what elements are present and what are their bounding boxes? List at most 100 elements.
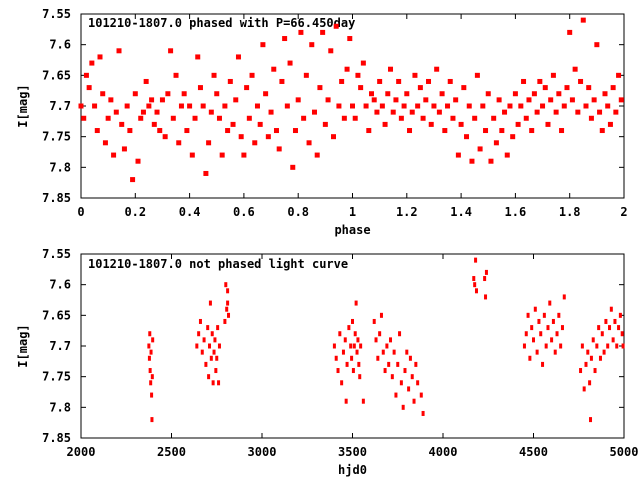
data-point (159, 97, 165, 103)
data-point (340, 380, 344, 386)
data-point (271, 66, 277, 72)
data-point (371, 97, 377, 103)
data-point (388, 66, 394, 72)
data-point (521, 78, 527, 84)
data-point (157, 128, 163, 134)
data-point (197, 85, 203, 91)
data-point (474, 72, 480, 78)
data-point (539, 331, 543, 337)
data-point (124, 103, 130, 109)
data-point (130, 177, 136, 183)
data-point (382, 121, 388, 127)
data-point (353, 331, 357, 337)
phased-plot-panel: 0 0.2 0.4 0.6 0.8 1 1.2 1.4 1.6 1.8 2 7.55 7.6 7.65 7.… (16, 7, 628, 237)
data-point (417, 85, 423, 91)
data-point (355, 349, 359, 355)
data-point (344, 398, 348, 404)
data-point (393, 97, 399, 103)
data-point (616, 72, 622, 78)
data-point (445, 103, 451, 109)
data-point (401, 103, 407, 109)
x-tick-label: 3000 (248, 445, 277, 459)
data-point (233, 97, 239, 103)
data-point (605, 103, 611, 109)
data-point (211, 72, 217, 78)
x-axis-label: phase (334, 223, 370, 237)
y-tick-label: 7.65 (42, 308, 71, 322)
data-point (295, 97, 301, 103)
data-point (488, 158, 494, 164)
data-point (556, 91, 562, 97)
data-point (215, 355, 219, 361)
y-tick-label: 7.55 (42, 247, 71, 261)
data-point (420, 115, 426, 121)
data-point (572, 66, 578, 72)
y-tick-label: 7.75 (42, 370, 71, 384)
data-point (279, 78, 285, 84)
data-point (569, 97, 575, 103)
data-point (195, 343, 199, 349)
data-point (515, 121, 521, 127)
data-point (586, 349, 590, 355)
x-tick-label: 1.4 (450, 205, 472, 219)
data-point (212, 349, 216, 355)
data-point (252, 140, 258, 146)
data-point (466, 103, 472, 109)
data-point (522, 343, 526, 349)
data-point (338, 331, 342, 337)
data-point (351, 318, 354, 324)
data-point (352, 115, 358, 121)
data-point (178, 103, 184, 109)
data-point (387, 361, 391, 367)
x-tick-label: 0.8 (287, 205, 309, 219)
data-point (268, 109, 274, 115)
data-point (412, 72, 418, 78)
x-axis-label: hjd0 (338, 463, 367, 477)
data-point (553, 349, 557, 355)
data-point (203, 170, 209, 176)
y-tick-label: 7.6 (49, 38, 71, 52)
data-point (197, 331, 201, 337)
data-point (189, 152, 195, 158)
data-point (532, 337, 535, 343)
data-point (620, 331, 624, 337)
data-point (589, 355, 593, 361)
data-point (121, 146, 127, 152)
data-point (531, 91, 537, 97)
data-point (83, 72, 89, 78)
data-point (200, 103, 206, 109)
data-point (591, 337, 595, 343)
data-point (439, 91, 445, 97)
data-point (534, 109, 540, 115)
data-point (105, 115, 111, 121)
data-point (287, 60, 293, 66)
data-point (491, 115, 497, 121)
data-point (206, 325, 210, 331)
data-point (254, 103, 260, 109)
x-tick-label: 3500 (338, 445, 367, 459)
data-point (148, 368, 152, 374)
data-point (602, 349, 606, 355)
data-point (227, 312, 231, 318)
data-point (423, 97, 429, 103)
data-point (598, 355, 602, 361)
x-tick-label: 2000 (67, 445, 96, 459)
data-point (209, 355, 213, 361)
x-tick-label: 1.8 (559, 205, 581, 219)
data-point (553, 109, 559, 115)
data-point (604, 318, 608, 324)
plot-title: 101210-1807.0 not phased light curve (88, 257, 348, 271)
data-point (615, 343, 619, 349)
data-point (325, 97, 331, 103)
data-point (401, 404, 405, 410)
x-tick-label: 0.6 (233, 205, 255, 219)
data-point (524, 331, 528, 337)
data-point (358, 85, 364, 91)
data-point (474, 288, 478, 294)
data-point (611, 337, 615, 343)
data-point (333, 23, 339, 29)
data-point (249, 72, 255, 78)
data-point (309, 42, 315, 48)
data-point (464, 134, 470, 140)
data-point (526, 312, 530, 318)
